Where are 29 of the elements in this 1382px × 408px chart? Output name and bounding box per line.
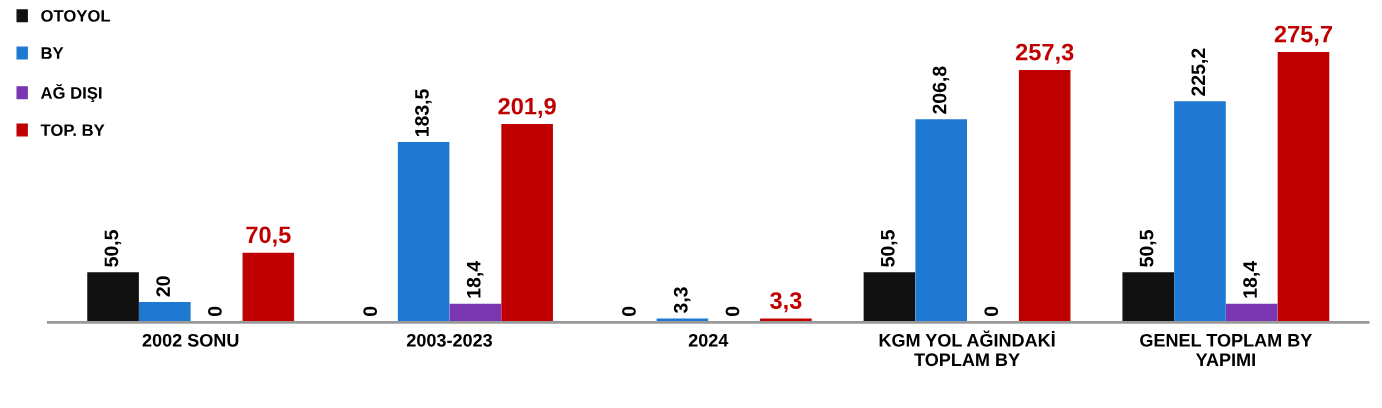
data-label: 183,5	[415, 89, 432, 137]
data-label: 201,9	[498, 97, 556, 119]
data-label: 50,5	[1139, 230, 1157, 267]
data-label: 225,2	[1191, 48, 1209, 96]
data-label: 70,5	[246, 226, 291, 247]
data-label: 18,4	[1243, 261, 1260, 298]
data-label: 275,7	[1274, 25, 1332, 46]
data-label: 0	[725, 306, 740, 316]
legend-label: OTOYOL	[41, 9, 111, 22]
x-tick-label: 2024	[688, 333, 729, 347]
x-tick-label: KGM YOL AĞINDAKİ TOPLAM BY	[879, 330, 1055, 367]
x-tick-label: 2002 SONU	[142, 333, 239, 347]
data-label: 0	[622, 306, 636, 316]
data-label: 0	[984, 306, 999, 316]
data-label: 257,3	[1015, 43, 1074, 64]
x-tick-label: GENEL TOPLAM BY YAPIMI	[1140, 333, 1313, 366]
legend-label: TOP. BY	[40, 124, 105, 137]
data-label: 3,3	[673, 287, 691, 314]
data-label: 50,5	[880, 230, 898, 267]
data-label: 20	[156, 276, 171, 297]
data-label: 0	[208, 306, 222, 316]
data-label: 3,3	[770, 292, 802, 313]
legend-label: BY	[41, 47, 64, 59]
data-label: 206,8	[932, 66, 950, 114]
data-label: 0	[363, 306, 378, 316]
x-tick-label: 2003-2023	[406, 333, 493, 347]
data-label: 18,4	[466, 261, 484, 298]
data-label: 50,5	[104, 230, 122, 267]
legend-label: AĞ DIŞI	[40, 83, 102, 103]
